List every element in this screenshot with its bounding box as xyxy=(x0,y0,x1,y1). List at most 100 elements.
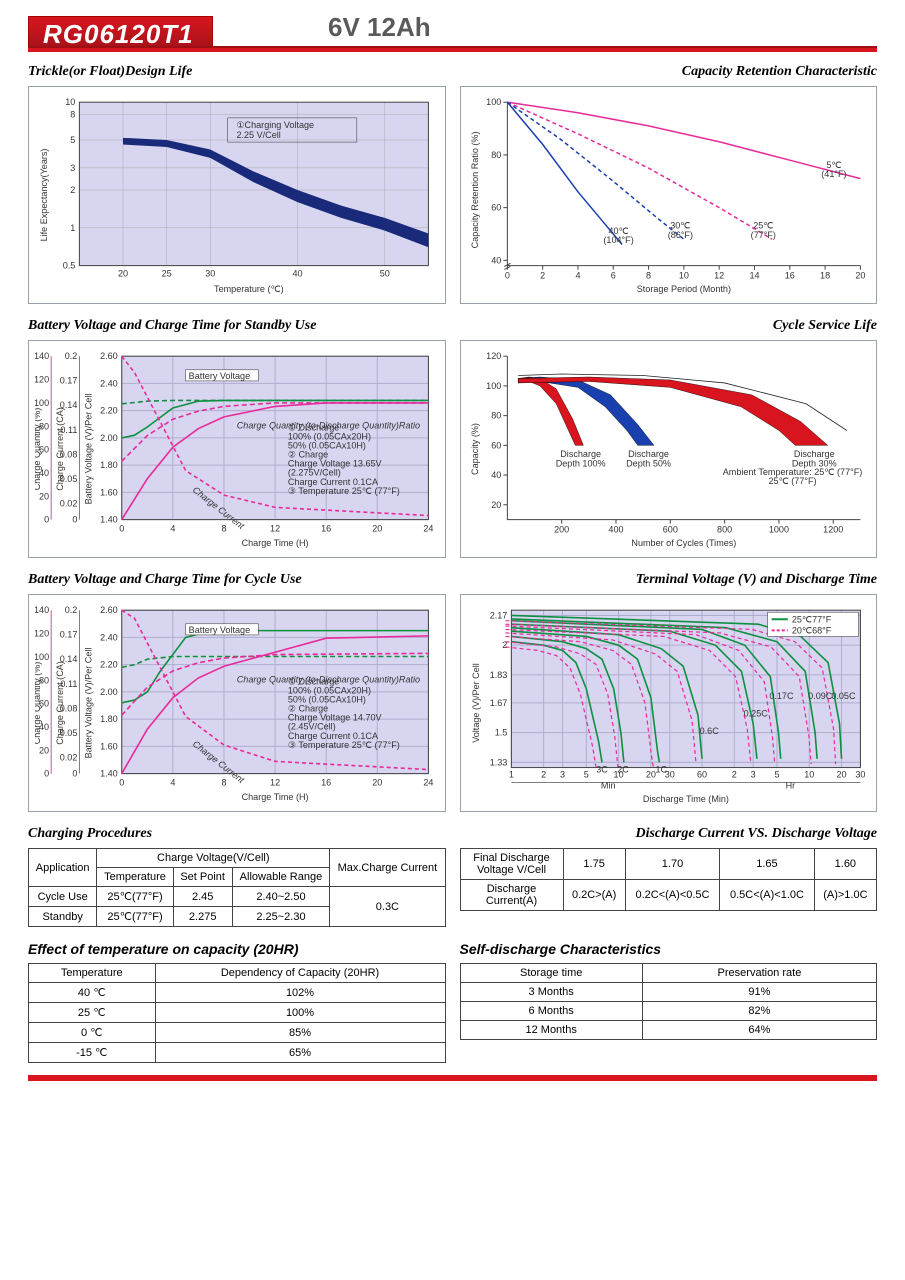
svg-text:1.40: 1.40 xyxy=(100,769,118,779)
chart6: 1.331.51.671.8322.1712351020306023510203… xyxy=(460,594,878,812)
svg-text:0: 0 xyxy=(119,524,124,534)
svg-text:25℃ (77°F): 25℃ (77°F) xyxy=(768,476,816,486)
svg-text:140: 140 xyxy=(35,605,49,615)
chart5: 0481216202402040608010012014000.020.050.… xyxy=(28,594,446,812)
svg-text:③ Temperature 25℃ (77°F): ③ Temperature 25℃ (77°F) xyxy=(288,486,400,496)
hdr-rule xyxy=(28,48,877,52)
svg-text:Voltage (V)/Per Cell: Voltage (V)/Per Cell xyxy=(471,663,481,743)
svg-text:0: 0 xyxy=(44,515,49,525)
svg-text:Capacity Retention Ratio (%): Capacity Retention Ratio (%) xyxy=(470,132,480,249)
svg-text:1.83: 1.83 xyxy=(489,670,507,680)
svg-text:4: 4 xyxy=(170,778,175,788)
svg-text:2.40: 2.40 xyxy=(100,378,118,388)
svg-text:120: 120 xyxy=(35,629,49,639)
svg-text:0.17C: 0.17C xyxy=(769,691,794,701)
svg-text:20: 20 xyxy=(491,500,501,510)
svg-text:12: 12 xyxy=(270,778,280,788)
svg-text:30: 30 xyxy=(205,269,215,279)
svg-text:Depth 100%: Depth 100% xyxy=(555,458,605,468)
chart6-title: Terminal Voltage (V) and Discharge Time xyxy=(460,572,878,588)
svg-text:2.20: 2.20 xyxy=(100,406,118,416)
svg-text:Battery Voltage: Battery Voltage xyxy=(189,371,250,381)
table: Storage timePreservation rate3 Months91%… xyxy=(460,963,878,1040)
svg-text:200: 200 xyxy=(554,525,569,535)
table3-title: Effect of temperature on capacity (20HR) xyxy=(28,941,446,957)
svg-text:0.2: 0.2 xyxy=(65,605,78,615)
chart1-title: Trickle(or Float)Design Life xyxy=(28,64,446,80)
svg-text:30: 30 xyxy=(855,770,865,780)
svg-text:4: 4 xyxy=(170,524,175,534)
chart2-title: Capacity Retention Characteristic xyxy=(460,64,878,80)
svg-text:20: 20 xyxy=(118,269,128,279)
svg-text:100: 100 xyxy=(35,652,49,662)
svg-text:10: 10 xyxy=(65,97,75,107)
svg-text:18: 18 xyxy=(820,271,830,281)
svg-text:100: 100 xyxy=(35,398,49,408)
svg-text:0.5: 0.5 xyxy=(63,261,76,271)
model-label: RG06120T1 xyxy=(28,16,213,50)
svg-text:20: 20 xyxy=(39,491,49,501)
svg-text:0.17: 0.17 xyxy=(60,376,78,386)
svg-text:60: 60 xyxy=(696,770,706,780)
svg-text:Hr: Hr xyxy=(785,781,795,791)
hdr-rule2 xyxy=(28,46,877,48)
svg-text:20: 20 xyxy=(855,271,865,281)
svg-text:140: 140 xyxy=(35,351,49,361)
svg-text:1.60: 1.60 xyxy=(100,487,118,497)
chart4-title: Cycle Service Life xyxy=(460,318,878,334)
svg-text:0.09C: 0.09C xyxy=(808,691,833,701)
svg-text:2: 2 xyxy=(70,185,75,195)
svg-text:24: 24 xyxy=(423,524,433,534)
svg-text:0: 0 xyxy=(72,515,77,525)
chart1: 20253040500.51235810Temperature (℃)Life … xyxy=(28,86,446,304)
svg-text:Charge Quantity (%): Charge Quantity (%) xyxy=(35,408,42,491)
svg-text:16: 16 xyxy=(321,778,331,788)
table: TemperatureDependency of Capacity (20HR)… xyxy=(28,963,446,1063)
svg-text:40: 40 xyxy=(292,269,302,279)
svg-text:8: 8 xyxy=(221,524,226,534)
chart4: 2004006008001000120020406080100120Discha… xyxy=(460,340,878,558)
svg-text:24: 24 xyxy=(423,778,433,788)
model-badge: RG06120T1 xyxy=(28,16,213,50)
svg-text:Number of Cycles (Times): Number of Cycles (Times) xyxy=(631,538,736,548)
svg-text:0: 0 xyxy=(72,769,77,779)
svg-text:50: 50 xyxy=(380,269,390,279)
svg-text:5: 5 xyxy=(70,135,75,145)
chart5-title: Battery Voltage and Charge Time for Cycl… xyxy=(28,572,446,588)
svg-text:(104°F): (104°F) xyxy=(603,235,633,245)
svg-text:0.2: 0.2 xyxy=(65,351,78,361)
svg-text:①Charging Voltage: ①Charging Voltage xyxy=(236,120,314,130)
svg-text:100: 100 xyxy=(486,97,501,107)
svg-text:25℃77°F: 25℃77°F xyxy=(791,614,831,624)
svg-text:800: 800 xyxy=(717,525,732,535)
spec-label: 6V 12Ah xyxy=(328,12,431,43)
svg-text:10: 10 xyxy=(804,770,814,780)
svg-text:40: 40 xyxy=(491,255,501,265)
svg-text:400: 400 xyxy=(608,525,623,535)
svg-text:2.25 V/Cell: 2.25 V/Cell xyxy=(236,130,280,140)
svg-text:2.40: 2.40 xyxy=(100,632,118,642)
svg-text:12: 12 xyxy=(270,524,280,534)
svg-text:1: 1 xyxy=(508,770,513,780)
svg-text:20: 20 xyxy=(39,745,49,755)
svg-text:16: 16 xyxy=(321,524,331,534)
svg-text:25: 25 xyxy=(162,269,172,279)
svg-text:1.67: 1.67 xyxy=(489,698,507,708)
svg-text:40: 40 xyxy=(491,470,501,480)
svg-text:Min: Min xyxy=(600,781,615,791)
svg-text:3: 3 xyxy=(560,770,565,780)
table3: TemperatureDependency of Capacity (20HR)… xyxy=(28,963,446,1063)
svg-text:0.02: 0.02 xyxy=(60,498,78,508)
svg-text:120: 120 xyxy=(486,351,501,361)
table1-title: Charging Procedures xyxy=(28,826,446,842)
svg-text:10: 10 xyxy=(678,271,688,281)
table2-title: Discharge Current VS. Discharge Voltage xyxy=(460,826,878,842)
table2: Final Discharge Voltage V/Cell1.751.701.… xyxy=(460,848,878,911)
svg-text:0.25C: 0.25C xyxy=(743,708,768,718)
table4: Storage timePreservation rate3 Months91%… xyxy=(460,963,878,1040)
discharge-table: Final Discharge Voltage V/Cell1.751.701.… xyxy=(460,848,878,911)
svg-text:5: 5 xyxy=(774,770,779,780)
svg-text:8: 8 xyxy=(646,271,651,281)
svg-text:0.6C: 0.6C xyxy=(699,726,719,736)
svg-text:1.80: 1.80 xyxy=(100,460,118,470)
